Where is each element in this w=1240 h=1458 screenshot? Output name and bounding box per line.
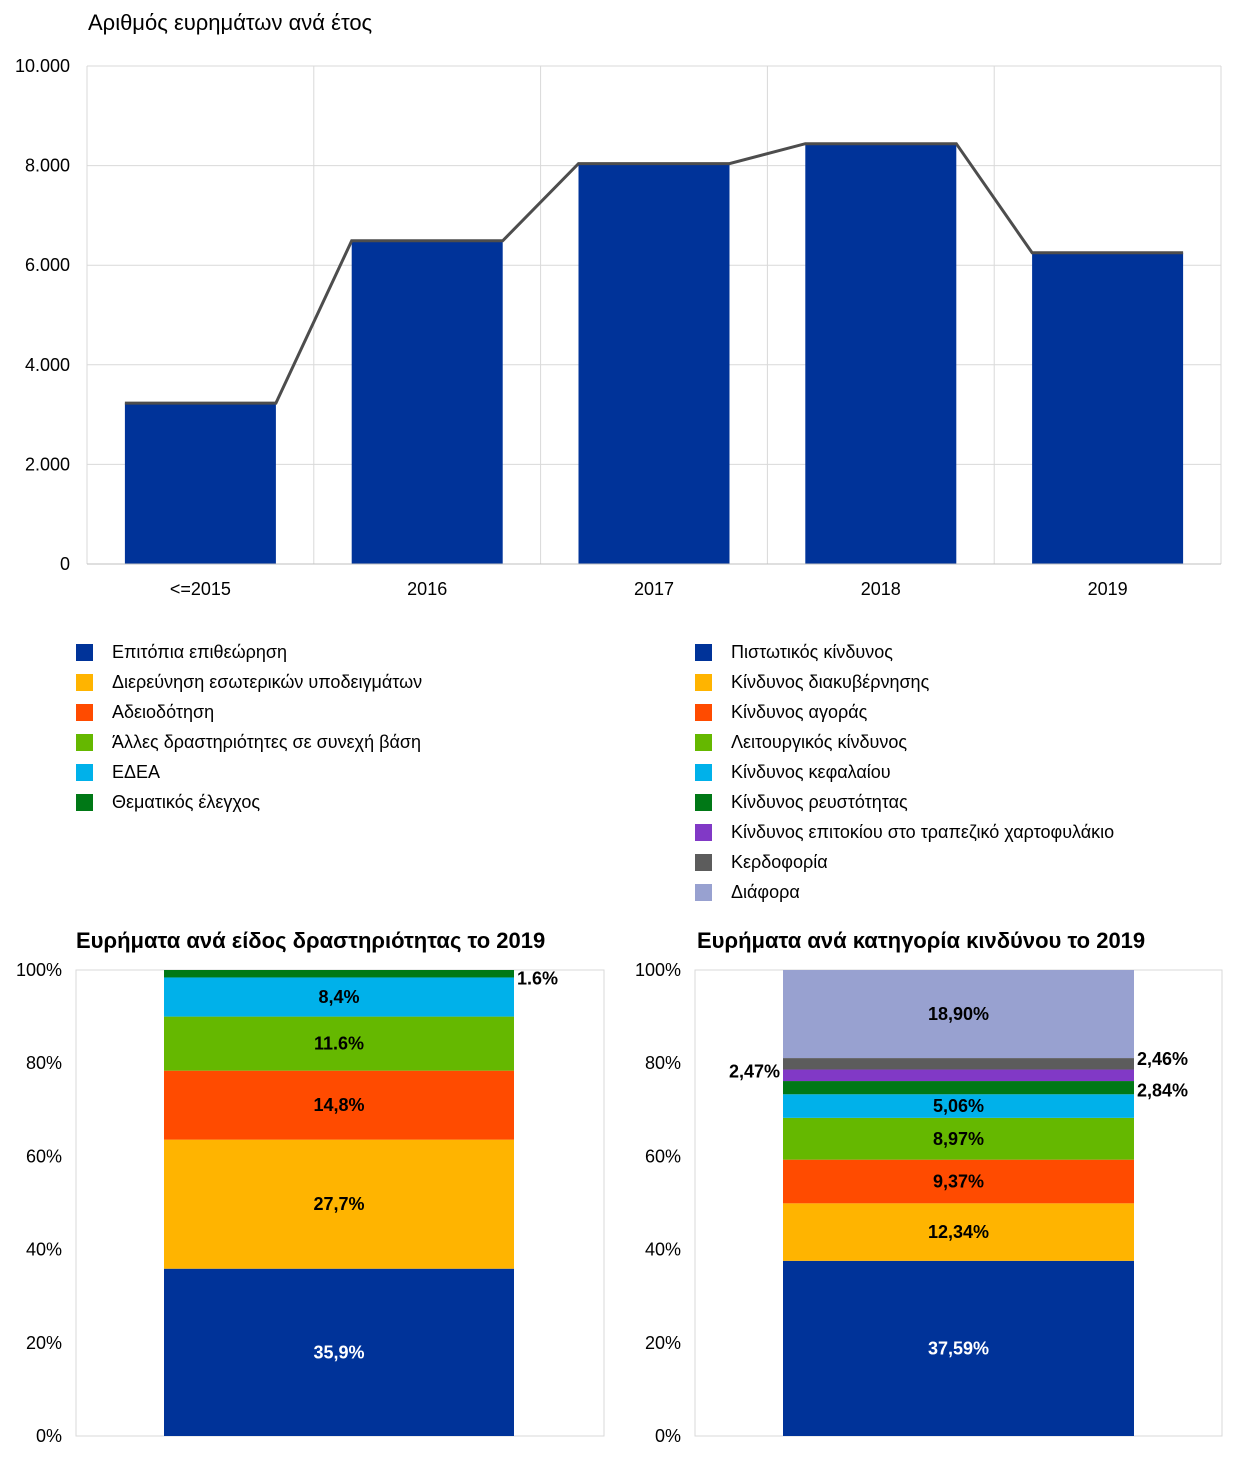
y-tick-label: 20% bbox=[645, 1333, 681, 1353]
risk-segment bbox=[783, 1081, 1134, 1095]
activity-data-label: 1.6% bbox=[517, 969, 558, 989]
risk-data-label: 8,97% bbox=[933, 1129, 984, 1149]
risk-legend-swatch bbox=[695, 764, 712, 781]
activity-legend-swatch bbox=[76, 734, 93, 751]
y-tick-label: 0% bbox=[655, 1426, 681, 1446]
activity-legend-label: Επιτόπια επιθεώρηση bbox=[112, 642, 288, 662]
y-tick-label: 8.000 bbox=[25, 156, 70, 176]
y-tick-label: 60% bbox=[645, 1146, 681, 1166]
risk-data-label: 18,90% bbox=[928, 1004, 989, 1024]
risk-legend-label: Κίνδυνος διακυβέρνησης bbox=[731, 672, 930, 692]
activity-data-label: 8,4% bbox=[318, 987, 359, 1007]
x-tick-label: <=2015 bbox=[170, 579, 231, 599]
activity-legend-label: Διερεύνηση εσωτερικών υποδειγμάτων bbox=[112, 672, 423, 692]
activity-segment bbox=[164, 977, 514, 1017]
y-tick-label: 100% bbox=[16, 960, 62, 980]
activity-segment bbox=[164, 1070, 514, 1140]
y-tick-label: 0 bbox=[60, 554, 70, 574]
chart-title-findings-per-year: Αριθμός ευρημάτων ανά έτος bbox=[88, 10, 373, 35]
x-tick-label: 2016 bbox=[407, 579, 447, 599]
risk-data-label: 5,06% bbox=[933, 1096, 984, 1116]
risk-segment bbox=[783, 1203, 1134, 1261]
activity-data-label: 14,8% bbox=[313, 1095, 364, 1115]
risk-segment bbox=[783, 1117, 1134, 1160]
activity-legend-swatch bbox=[76, 644, 93, 661]
risk-data-label: 37,59% bbox=[928, 1338, 989, 1358]
risk-legend-label: Λειτουργικός κίνδυνος bbox=[731, 732, 908, 752]
risk-segment bbox=[783, 1260, 1134, 1436]
x-tick-label: 2019 bbox=[1088, 579, 1128, 599]
bar-2017 bbox=[578, 163, 730, 564]
risk-legend-swatch bbox=[695, 884, 712, 901]
risk-legend-label: Πιστωτικός κίνδυνος bbox=[731, 642, 893, 662]
legend-activity: Επιτόπια επιθεώρηση Διερεύνηση εσωτερικών… bbox=[76, 642, 636, 832]
risk-legend-label: Διάφορα bbox=[731, 882, 800, 902]
risk-legend-swatch bbox=[695, 794, 712, 811]
risk-data-label: 2,46% bbox=[1137, 1049, 1188, 1069]
y-tick-label: 100% bbox=[635, 960, 681, 980]
activity-legend-swatch bbox=[76, 674, 93, 691]
bar-2018 bbox=[805, 143, 957, 565]
activity-legend-swatch bbox=[76, 704, 93, 721]
y-tick-label: 20% bbox=[26, 1333, 62, 1353]
y-tick-label: 80% bbox=[26, 1053, 62, 1073]
activity-legend-swatch bbox=[76, 794, 93, 811]
legend-risk: Πιστωτικός κίνδυνος Κίνδυνος διακυβέρνηση… bbox=[695, 642, 1235, 912]
risk-legend-swatch bbox=[695, 704, 712, 721]
activity-legend-label: Άλλες δραστηριότητες σε συνεχή βάση bbox=[112, 732, 421, 752]
y-tick-label: 4.000 bbox=[25, 355, 70, 375]
risk-segment bbox=[783, 1058, 1134, 1070]
y-tick-label: 0% bbox=[36, 1426, 62, 1446]
risk-legend-swatch bbox=[695, 854, 712, 871]
y-tick-label: 2.000 bbox=[25, 454, 70, 474]
activity-segment bbox=[164, 1016, 514, 1071]
risk-legend-label: Κερδοφορία bbox=[731, 852, 828, 872]
series-line bbox=[124, 142, 1184, 405]
risk-legend-label: Κίνδυνος επιτοκίου στο τραπεζικό χαρτοφυ… bbox=[731, 822, 1115, 842]
risk-data-label: 12,34% bbox=[928, 1222, 989, 1242]
risk-legend-label: Κίνδυνος ρευστότητας bbox=[731, 792, 908, 812]
bar-2019 bbox=[1032, 252, 1184, 564]
risk-data-label: 9,37% bbox=[933, 1171, 984, 1191]
risk-segment bbox=[783, 1069, 1134, 1082]
risk-legend-swatch bbox=[695, 824, 712, 841]
activity-data-label: 27,7% bbox=[313, 1194, 364, 1214]
y-tick-label: 40% bbox=[645, 1240, 681, 1260]
activity-legend-label: Θεματικός έλεγχος bbox=[112, 792, 261, 812]
risk-data-label: 2,47% bbox=[729, 1061, 780, 1081]
x-tick-label: 2018 bbox=[861, 579, 901, 599]
y-tick-label: 40% bbox=[26, 1240, 62, 1260]
risk-segment bbox=[783, 1094, 1134, 1118]
y-tick-label: 60% bbox=[26, 1146, 62, 1166]
chart-title-risk-2019: Ευρήματα ανά κατηγορία κινδύνου το 2019 bbox=[697, 928, 1146, 953]
activity-segment bbox=[164, 970, 514, 978]
risk-segment bbox=[783, 1159, 1134, 1204]
y-tick-label: 80% bbox=[645, 1053, 681, 1073]
bar-2016 bbox=[351, 240, 503, 564]
bar-2015 bbox=[124, 403, 276, 564]
activity-legend-label: ΕΔΕΑ bbox=[112, 762, 161, 782]
activity-legend-swatch bbox=[76, 764, 93, 781]
activity-legend-label: Αδειοδότηση bbox=[112, 702, 215, 722]
risk-legend-label: Κίνδυνος κεφαλαίου bbox=[731, 762, 891, 782]
risk-legend-swatch bbox=[695, 644, 712, 661]
chart-title-activity-2019: Ευρήματα ανά είδος δραστηριότητας το 201… bbox=[76, 928, 546, 953]
risk-legend-label: Κίνδυνος αγοράς bbox=[731, 702, 868, 722]
x-tick-label: 2017 bbox=[634, 579, 674, 599]
risk-legend-swatch bbox=[695, 674, 712, 691]
activity-data-label: 11.6% bbox=[314, 1034, 364, 1054]
risk-legend-swatch bbox=[695, 734, 712, 751]
activity-data-label: 35,9% bbox=[313, 1342, 364, 1362]
y-tick-label: 10.000 bbox=[15, 56, 70, 76]
activity-segment bbox=[164, 1268, 514, 1436]
risk-segment bbox=[783, 970, 1134, 1059]
y-tick-label: 6.000 bbox=[25, 255, 70, 275]
risk-data-label: 2,84% bbox=[1137, 1081, 1188, 1101]
activity-segment bbox=[164, 1139, 514, 1269]
